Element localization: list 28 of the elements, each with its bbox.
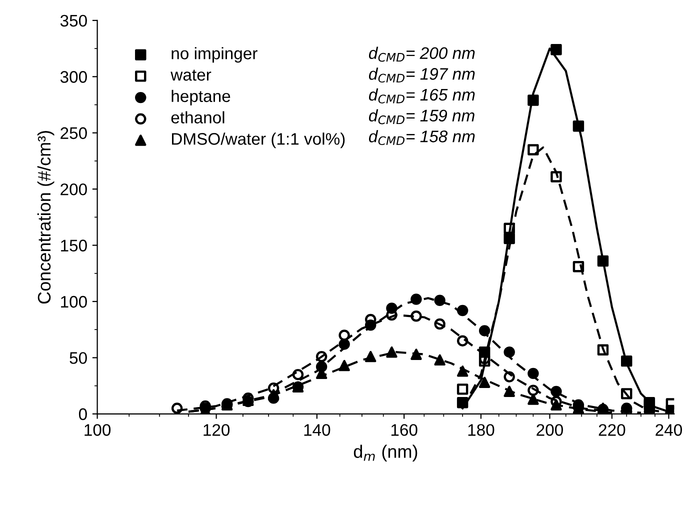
y-tick-label: 200 (60, 183, 87, 196)
x-tick-label: 120 (204, 424, 230, 436)
legend-label: ethanol (171, 111, 224, 124)
legend-label: water (170, 70, 212, 81)
x-tick-label: 160 (391, 424, 418, 436)
y-tick-label: 50 (70, 352, 87, 364)
annotation: d$_{CMD}$= 165 nm (368, 88, 475, 104)
x-tick-label: 240 (656, 424, 682, 436)
x-tick-label: 100 (84, 424, 111, 436)
y-tick-label: 150 (61, 240, 87, 252)
y-axis-title: Concentration (#/cm³) (37, 130, 54, 304)
legend-label: heptane (172, 90, 230, 106)
y-tick-label: 0 (78, 408, 87, 420)
y-tick-label: 100 (61, 296, 87, 308)
y-tick-label: 250 (60, 127, 87, 140)
annotation: d$_{CMD}$= 159 nm (368, 109, 474, 124)
x-tick-label: 200 (536, 424, 563, 436)
y-tick-label: 350 (60, 14, 87, 27)
legend-label: no impinger (172, 47, 258, 63)
x-tick-label: 220 (598, 424, 626, 436)
annotation: d$_{CMD}$= 197 nm (368, 68, 475, 83)
x-tick-label: 140 (304, 424, 330, 436)
annotation: d$_{CMD}$= 200 nm (368, 46, 475, 62)
y-tick-label: 300 (60, 71, 87, 83)
x-axis-title: d$_{m}$ (nm) (354, 444, 418, 462)
annotation: d$_{CMD}$= 158 nm (368, 130, 475, 146)
x-tick-label: 180 (468, 424, 494, 436)
legend-label: DMSO/water (1:1 vol%) (172, 132, 345, 148)
